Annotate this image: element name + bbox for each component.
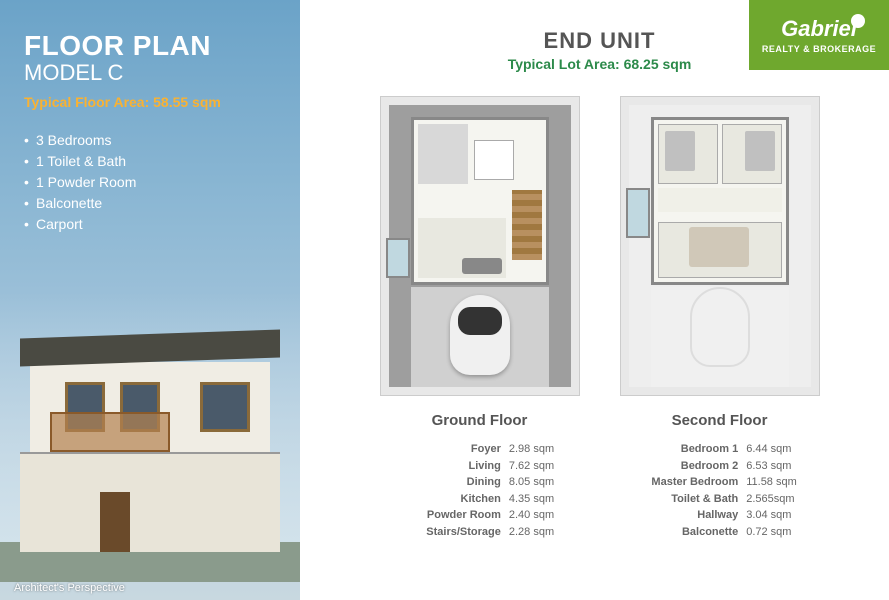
room-row: Bedroom 1 6.44 sqm [642, 441, 797, 458]
room-row: Master Bedroom 11.58 sqm [642, 474, 797, 491]
room-row: Bedroom 2 6.53 sqm [642, 458, 797, 475]
room-area: 2.98 sqm [509, 441, 554, 458]
room-name: Bedroom 2 [642, 458, 738, 475]
room-row: Dining 8.05 sqm [405, 474, 554, 491]
brochure-container: FLOOR PLAN MODEL C Typical Floor Area: 5… [0, 0, 889, 600]
car-icon [450, 295, 510, 375]
ground-floor-column: Ground Floor Foyer 2.98 sqm Living 7.62 sqm… [380, 96, 580, 540]
room-row: Foyer 2.98 sqm [405, 441, 554, 458]
right-panel: Gabriel REALTY & BROKERAGE END UNIT Typi… [300, 0, 889, 600]
feature-item: 1 Powder Room [24, 172, 276, 193]
room-row: Balconette 0.72 sqm [642, 524, 797, 541]
room-area: 7.62 sqm [509, 458, 554, 475]
feature-item: 1 Toilet & Bath [24, 151, 276, 172]
room-area: 8.05 sqm [509, 474, 554, 491]
features-list: 3 Bedrooms 1 Toilet & Bath 1 Powder Room… [24, 130, 276, 235]
ground-floor-plan [380, 96, 580, 396]
room-area: 2.40 sqm [509, 507, 554, 524]
room-area: 6.44 sqm [746, 441, 791, 458]
second-floor-label: Second Floor [672, 412, 768, 429]
room-name: Foyer [405, 441, 501, 458]
room-name: Bedroom 1 [642, 441, 738, 458]
ground-floor-label: Ground Floor [432, 412, 528, 429]
house-render [0, 292, 300, 582]
logo-main: Gabriel [781, 16, 857, 42]
room-name: Balconette [642, 524, 738, 541]
room-name: Hallway [642, 507, 738, 524]
room-name: Stairs/Storage [405, 524, 501, 541]
room-area: 6.53 sqm [746, 458, 791, 475]
floors-row: Ground Floor Foyer 2.98 sqm Living 7.62 sqm… [340, 96, 859, 540]
room-name: Dining [405, 474, 501, 491]
feature-item: Balconette [24, 193, 276, 214]
room-name: Toilet & Bath [642, 491, 738, 508]
feature-item: Carport [24, 214, 276, 235]
room-row: Toilet & Bath 2.565sqm [642, 491, 797, 508]
room-name: Kitchen [405, 491, 501, 508]
room-row: Living 7.62 sqm [405, 458, 554, 475]
room-area: 4.35 sqm [509, 491, 554, 508]
logo-sub: REALTY & BROKERAGE [762, 44, 876, 54]
room-row: Powder Room 2.40 sqm [405, 507, 554, 524]
second-room-list: Bedroom 16.44 sqmBedroom 26.53 sqmMaster… [642, 441, 797, 540]
room-name: Master Bedroom [642, 474, 738, 491]
plan-title: FLOOR PLAN [24, 30, 276, 62]
room-name: Living [405, 458, 501, 475]
room-row: Stairs/Storage 2.28 sqm [405, 524, 554, 541]
ground-room-list: Foyer 2.98 sqm Living 7.62 sqm Dining 8.05 sq… [405, 441, 554, 540]
room-area: 11.58 sqm [746, 474, 797, 491]
room-name: Powder Room [405, 507, 501, 524]
left-panel: FLOOR PLAN MODEL C Typical Floor Area: 5… [0, 0, 300, 600]
room-row: Kitchen 4.35 sqm [405, 491, 554, 508]
second-floor-column: Second Floor Bedroom 1 6.44 sqm Bedroom 2 6… [620, 96, 820, 540]
perspective-label: Architect's Perspective [14, 582, 125, 594]
room-area: 2.565sqm [746, 491, 794, 508]
second-floor-plan [620, 96, 820, 396]
room-row: Hallway 3.04 sqm [642, 507, 797, 524]
brand-logo: Gabriel REALTY & BROKERAGE [749, 0, 889, 70]
room-area: 3.04 sqm [746, 507, 791, 524]
room-area: 2.28 sqm [509, 524, 554, 541]
plan-subtitle: MODEL C [24, 60, 276, 86]
floor-area-label: Typical Floor Area: 58.55 sqm [24, 94, 276, 110]
feature-item: 3 Bedrooms [24, 130, 276, 151]
room-area: 0.72 sqm [746, 524, 791, 541]
